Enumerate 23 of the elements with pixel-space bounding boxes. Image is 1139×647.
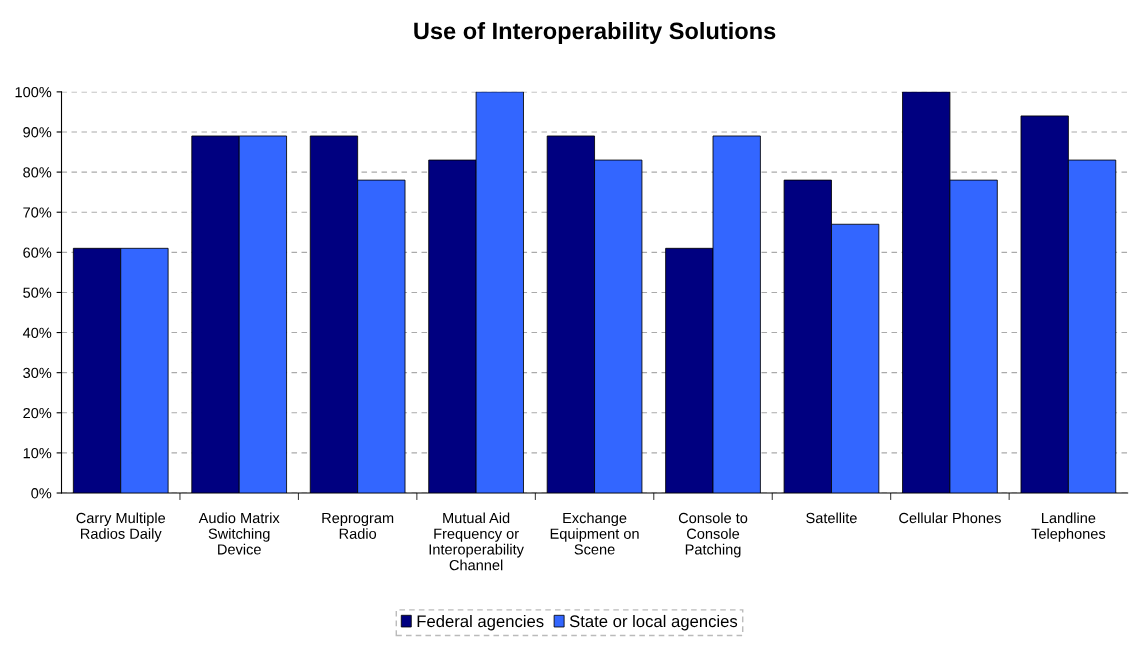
y-tick-label: 20% <box>23 407 52 419</box>
y-tick-label: 90% <box>23 127 52 138</box>
y-tick-label: 30% <box>23 367 52 379</box>
y-tick-label: 70% <box>23 207 52 218</box>
x-tick-label: Mutual Aid Frequency or Interoperability Channel <box>429 512 524 571</box>
x-tick-label: Console to Console Patching <box>678 512 748 558</box>
y-tick-label: 50% <box>23 287 52 298</box>
y-tick-label: 0% <box>31 488 52 499</box>
y-tick-label: 100% <box>15 86 52 98</box>
y-tick-label: 60% <box>23 247 52 258</box>
legend-label: Federal agencies <box>417 614 544 631</box>
x-tick-label: Reprogram Radio <box>322 512 394 539</box>
x-tick-label: Cellular Phones <box>899 512 1001 524</box>
x-tick-label: Landline Telephones <box>1031 512 1106 542</box>
legend-label: State or local agencies <box>569 614 738 631</box>
x-tick-label: Exchange Equipment on Scene <box>550 512 639 555</box>
x-tick-label: Satellite <box>806 512 857 524</box>
y-tick-label: 10% <box>23 448 52 459</box>
y-tick-label: 80% <box>23 167 52 178</box>
y-tick-label: 40% <box>22 327 52 338</box>
chart-title: Use of Interoperability Solutions <box>414 21 776 44</box>
x-tick-label: Carry Multiple Radios Daily <box>76 512 166 542</box>
x-tick-label: Audio Matrix Switching Device <box>198 512 280 555</box>
